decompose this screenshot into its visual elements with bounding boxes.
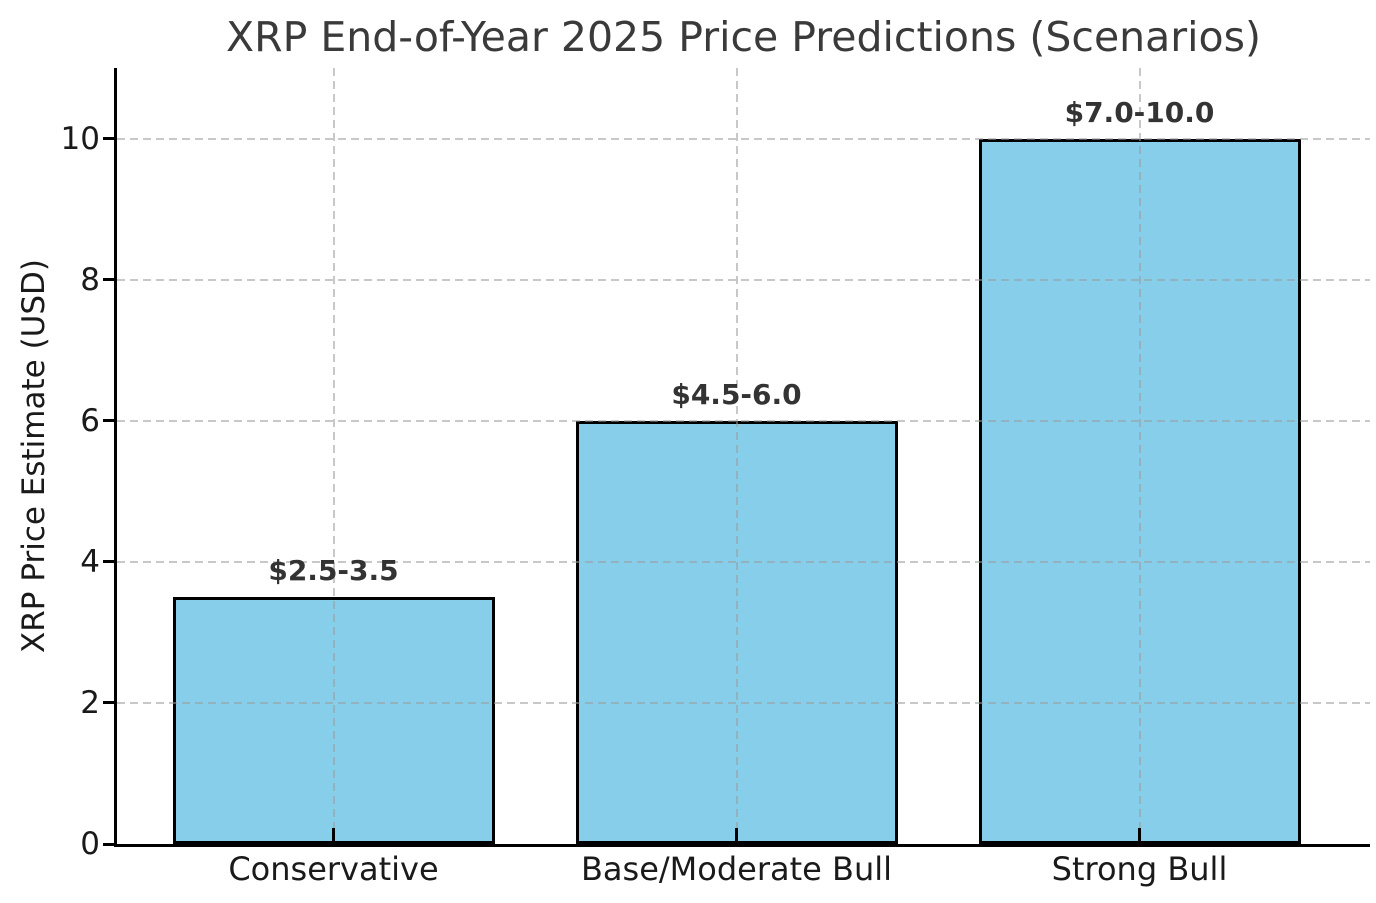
- x-tick-label: Base/Moderate Bull: [580, 850, 893, 888]
- y-axis-tick: [103, 560, 117, 564]
- y-tick-label: 2: [80, 684, 100, 721]
- y-axis-spine: [114, 68, 117, 847]
- y-axis-tick: [103, 137, 117, 141]
- y-tick-label: 0: [80, 826, 100, 862]
- grid-line-vertical: [735, 68, 738, 844]
- grid-line-vertical: [332, 68, 335, 844]
- grid-line-horizontal: [117, 701, 1370, 704]
- grid-line-vertical: [1138, 68, 1141, 844]
- y-axis-tick: [103, 842, 117, 846]
- x-axis-tick: [1138, 828, 1141, 844]
- grid-line-horizontal: [117, 560, 1370, 563]
- y-axis-tick: [103, 278, 117, 282]
- y-axis-tick: [103, 419, 117, 423]
- bar-value-label: $2.5-3.5: [268, 554, 399, 588]
- x-axis-spine: [114, 844, 1370, 847]
- x-tick-label: Strong Bull: [1051, 850, 1228, 888]
- grid-line-horizontal: [117, 419, 1370, 422]
- grid-line-horizontal: [117, 278, 1370, 281]
- x-axis-tick: [735, 828, 738, 844]
- x-axis-tick: [332, 828, 335, 844]
- y-tick-label: 10: [60, 120, 100, 157]
- x-tick-label: Conservative: [228, 850, 439, 888]
- chart-title: XRP End-of-Year 2025 Price Predictions (…: [226, 13, 1261, 61]
- y-tick-label: 6: [80, 402, 100, 439]
- bar-value-label: $4.5-6.0: [671, 377, 802, 411]
- y-axis-tick: [103, 701, 117, 705]
- grid-line-horizontal: [117, 137, 1370, 140]
- y-tick-label: 4: [80, 543, 100, 580]
- y-tick-label: 8: [80, 261, 100, 298]
- bar-value-label: $7.0-10.0: [1064, 95, 1215, 129]
